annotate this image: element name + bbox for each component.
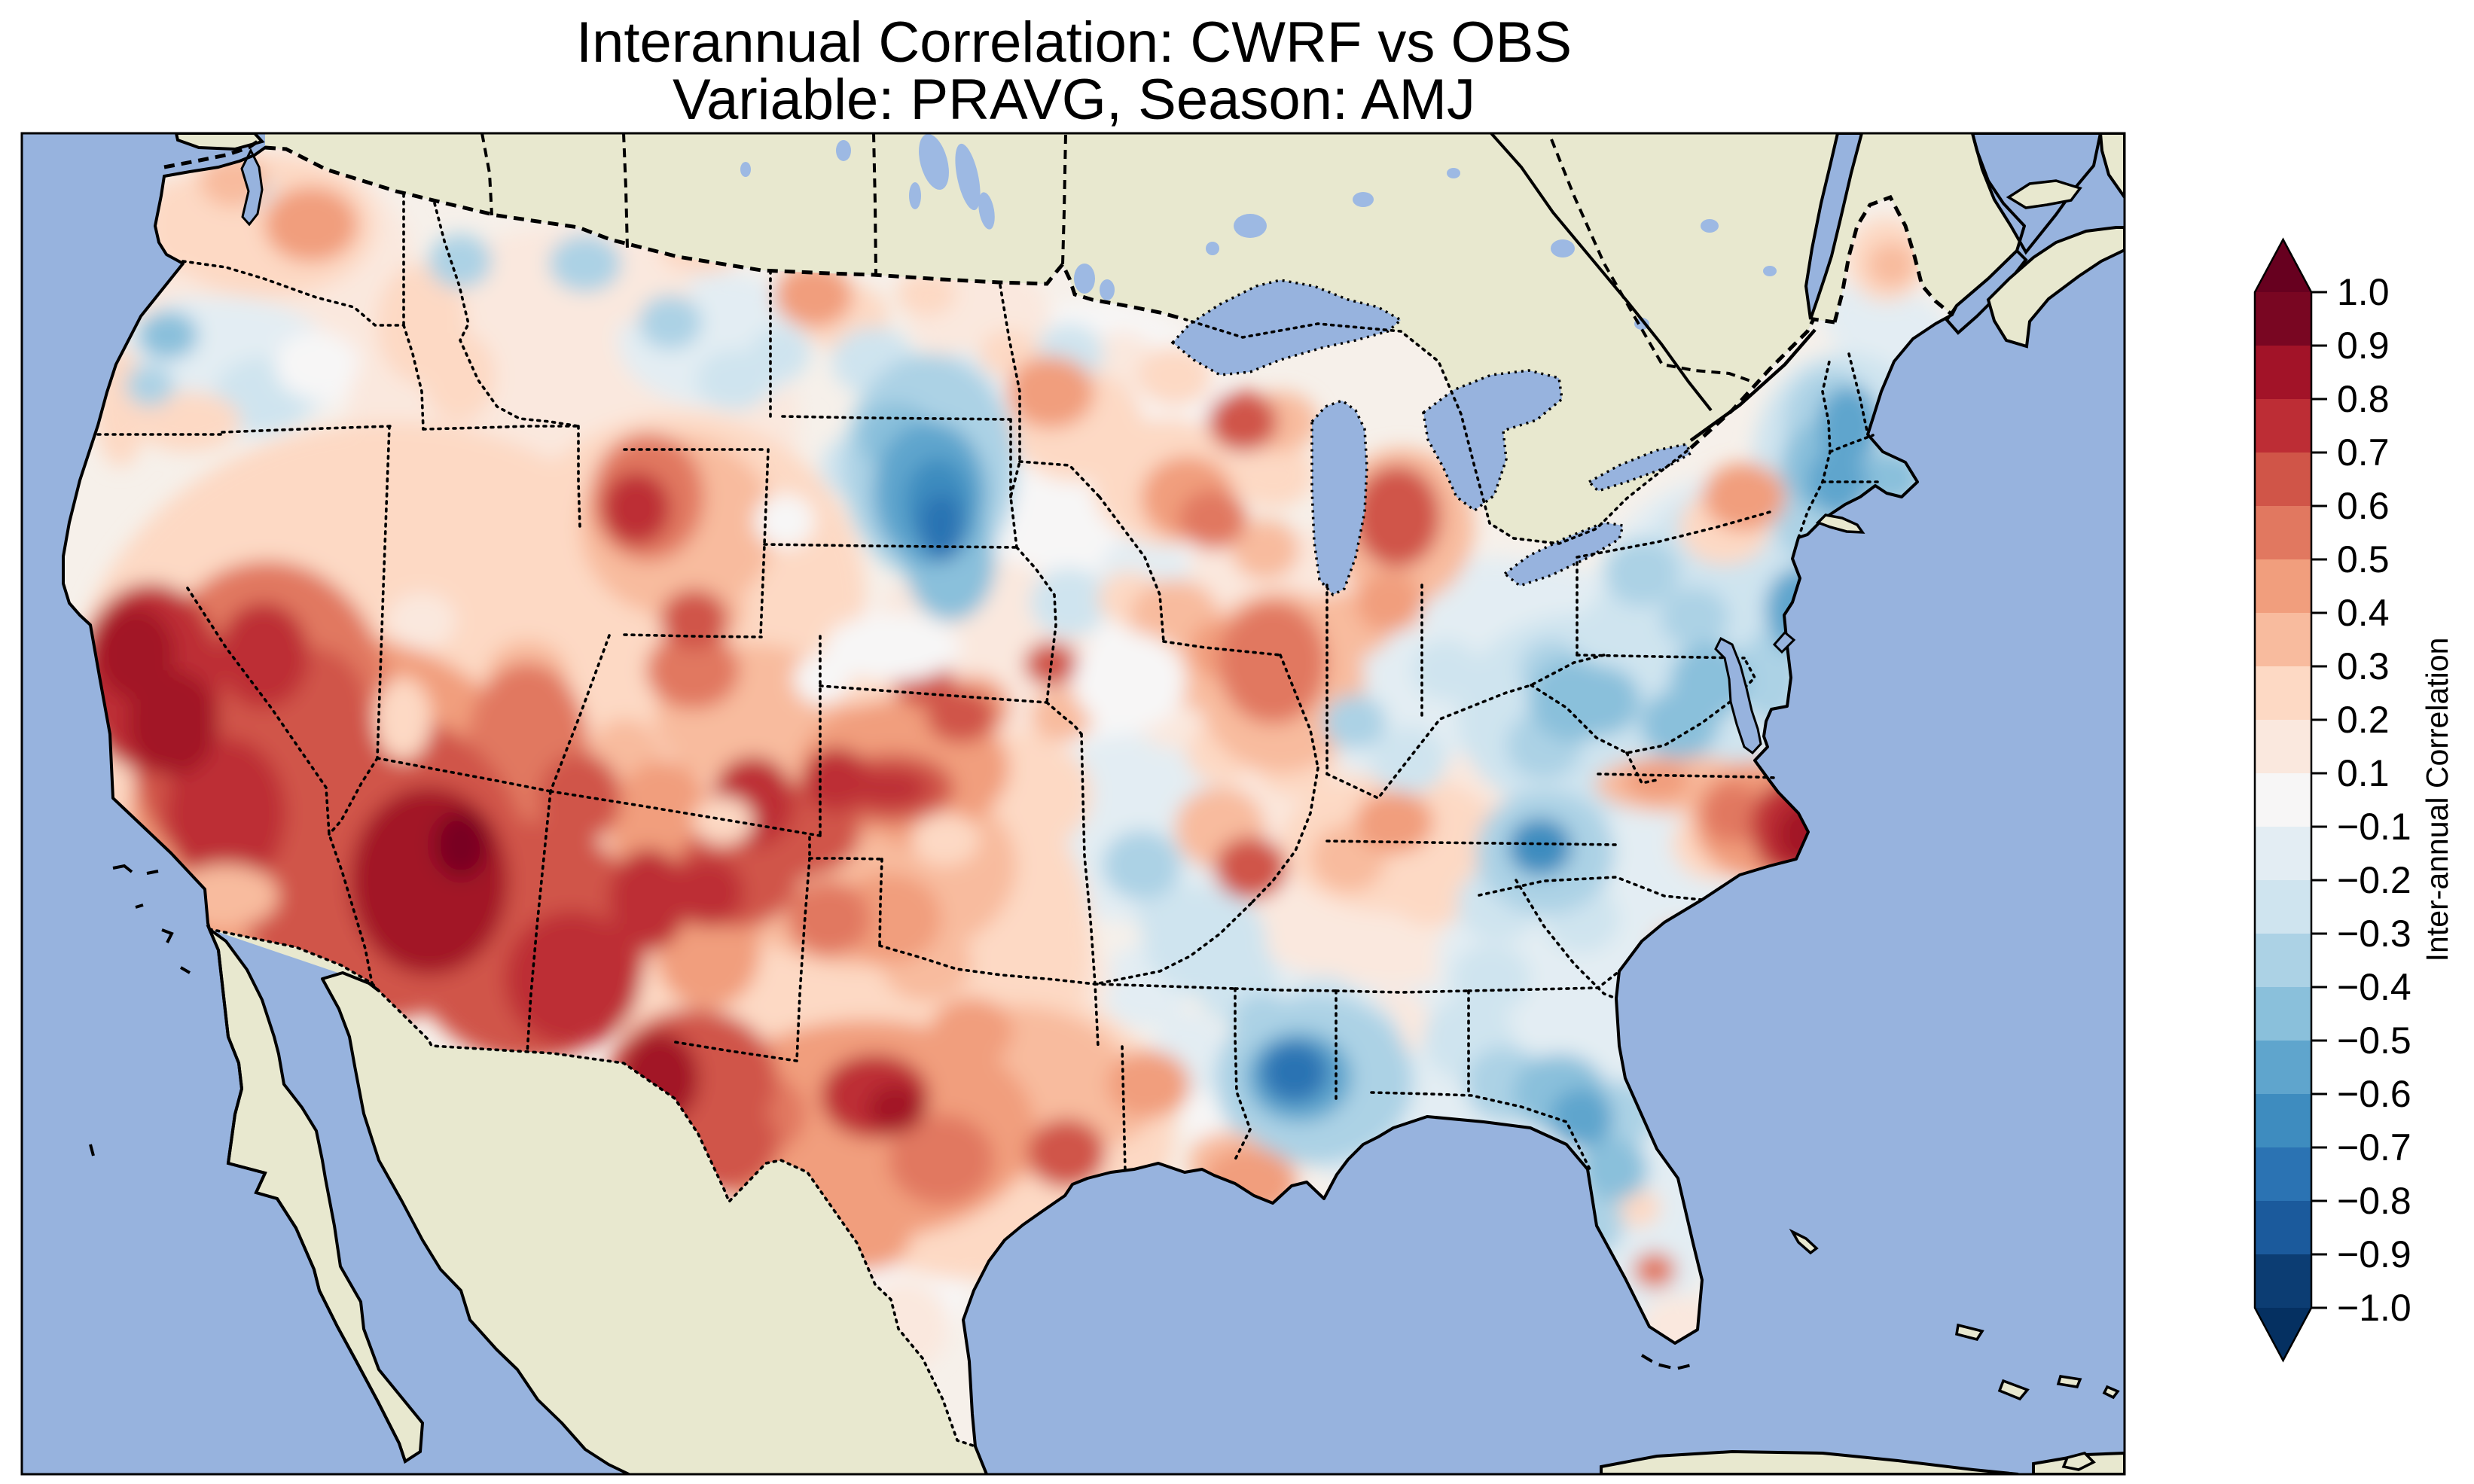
svg-text:0.9: 0.9 (2337, 325, 2390, 367)
svg-text:Interannual Correlation: CWRF: Interannual Correlation: CWRF vs OBS (576, 11, 1572, 75)
svg-text:0.7: 0.7 (2337, 431, 2390, 474)
svg-text:Variable: PRAVG, Season: AMJ: Variable: PRAVG, Season: AMJ (673, 68, 1475, 132)
svg-text:−0.4: −0.4 (2337, 966, 2411, 1008)
svg-text:−0.5: −0.5 (2337, 1019, 2411, 1062)
svg-text:0.4: 0.4 (2337, 592, 2390, 634)
svg-text:0.5: 0.5 (2337, 538, 2390, 580)
svg-text:0.3: 0.3 (2337, 645, 2390, 687)
svg-text:1.0: 1.0 (2337, 271, 2390, 313)
svg-text:−0.7: −0.7 (2337, 1126, 2411, 1169)
svg-text:−0.1: −0.1 (2337, 806, 2411, 848)
svg-text:Inter-annual Correlation: Inter-annual Correlation (2420, 638, 2454, 962)
svg-text:−0.6: −0.6 (2337, 1073, 2411, 1115)
svg-text:−0.3: −0.3 (2337, 913, 2411, 955)
svg-text:−0.8: −0.8 (2337, 1180, 2411, 1222)
svg-text:−0.9: −0.9 (2337, 1233, 2411, 1275)
svg-text:0.1: 0.1 (2337, 752, 2390, 794)
svg-text:0.6: 0.6 (2337, 485, 2390, 527)
svg-text:0.2: 0.2 (2337, 699, 2390, 741)
svg-text:0.8: 0.8 (2337, 378, 2390, 420)
svg-text:−0.2: −0.2 (2337, 859, 2411, 901)
svg-text:−1.0: −1.0 (2337, 1287, 2411, 1329)
